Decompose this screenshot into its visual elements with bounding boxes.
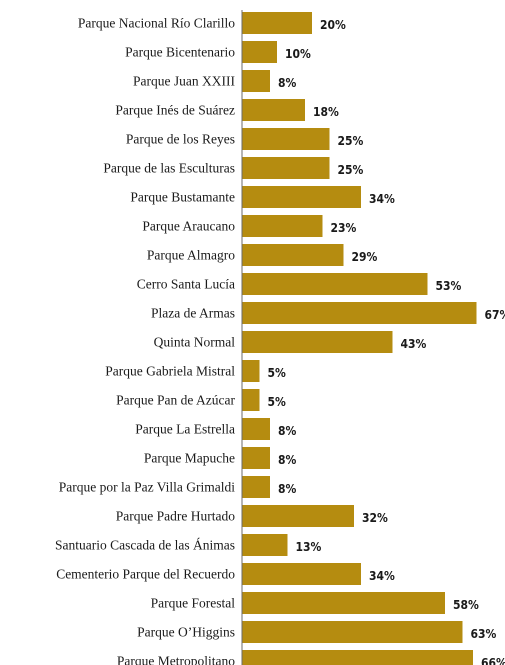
bar <box>242 273 428 295</box>
category-label: Parque por la Paz Villa Grimaldi <box>59 480 236 495</box>
value-label: 58% <box>453 598 479 612</box>
bar <box>242 563 361 585</box>
bar <box>242 186 361 208</box>
value-label: 5% <box>268 366 287 380</box>
bar <box>242 12 312 34</box>
bar <box>242 476 270 498</box>
category-label: Cerro Santa Lucía <box>137 277 235 292</box>
value-label: 8% <box>278 424 297 438</box>
category-label: Parque Forestal <box>151 596 236 611</box>
category-label: Cementerio Parque del Recuerdo <box>56 567 235 582</box>
bars <box>242 12 477 665</box>
bar <box>242 360 260 382</box>
value-label: 67% <box>485 308 505 322</box>
value-label: 25% <box>338 134 364 148</box>
bar <box>242 447 270 469</box>
value-label: 34% <box>369 569 395 583</box>
value-label: 13% <box>296 540 322 554</box>
value-labels: 20% 10% 8% 18% 25% 25% 34% 23% 29% 53% 67% 43% 5% 5% 8… <box>268 18 505 665</box>
value-label: 23% <box>331 221 357 235</box>
category-label: Parque Bustamante <box>130 190 235 205</box>
value-label: 10% <box>285 47 311 61</box>
bar <box>242 41 277 63</box>
value-label: 8% <box>278 76 297 90</box>
category-label: Parque Pan de Azúcar <box>116 393 235 408</box>
value-label: 32% <box>362 511 388 525</box>
value-label: 18% <box>313 105 339 119</box>
value-label: 5% <box>268 395 287 409</box>
value-label: 34% <box>369 192 395 206</box>
bar <box>242 70 270 92</box>
value-label: 29% <box>352 250 378 264</box>
category-label: Quinta Normal <box>154 335 236 350</box>
category-label: Parque Almagro <box>147 248 235 263</box>
value-label: 8% <box>278 453 297 467</box>
bar <box>242 621 463 643</box>
category-label: Plaza de Armas <box>151 306 235 321</box>
bar <box>242 418 270 440</box>
bar <box>242 157 330 179</box>
bar <box>242 505 354 527</box>
bar <box>242 592 445 614</box>
value-label: 43% <box>401 337 427 351</box>
category-label: Santuario Cascada de las Ánimas <box>55 538 235 553</box>
bar <box>242 244 344 266</box>
bar <box>242 650 473 665</box>
category-label: Parque Gabriela Mistral <box>105 364 235 379</box>
category-label: Parque Juan XXIII <box>133 74 235 89</box>
bar <box>242 331 393 353</box>
category-label: Parque Padre Hurtado <box>116 509 235 524</box>
category-label: Parque de los Reyes <box>126 132 235 147</box>
bar <box>242 128 330 150</box>
category-label: Parque Araucano <box>142 219 235 234</box>
category-label: Parque La Estrella <box>135 422 235 437</box>
bar <box>242 534 288 556</box>
category-label: Parque O’Higgins <box>137 625 235 640</box>
category-labels: Parque Nacional Río Clarillo Parque Bicen… <box>55 16 235 665</box>
category-label: Parque Metropolitano <box>117 654 235 665</box>
value-label: 53% <box>436 279 462 293</box>
value-label: 8% <box>278 482 297 496</box>
category-label: Parque de las Esculturas <box>103 161 235 176</box>
category-label: Parque Bicentenario <box>125 45 235 60</box>
bar <box>242 302 477 324</box>
value-label: 63% <box>471 627 497 641</box>
category-label: Parque Nacional Río Clarillo <box>78 16 235 31</box>
bar <box>242 99 305 121</box>
bar <box>242 389 260 411</box>
value-label: 66% <box>481 656 505 665</box>
value-label: 25% <box>338 163 364 177</box>
category-label: Parque Inés de Suárez <box>115 103 235 118</box>
value-label: 20% <box>320 18 346 32</box>
category-label: Parque Mapuche <box>144 451 235 466</box>
bar <box>242 215 323 237</box>
